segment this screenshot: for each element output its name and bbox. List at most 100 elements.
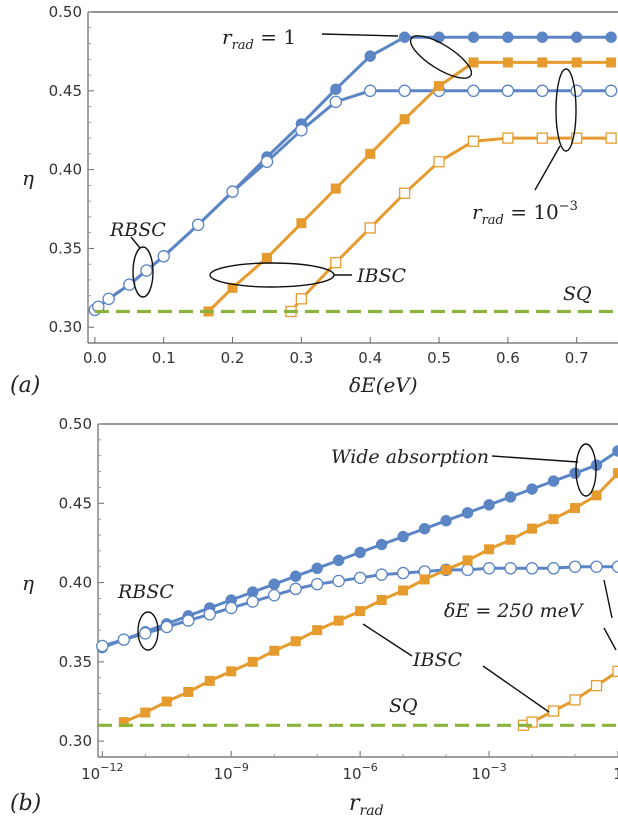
- data-point-ibsc_r1: [297, 219, 306, 228]
- x-tick-label: 0.6: [496, 349, 520, 367]
- data-point-ibsc_r1: [366, 149, 375, 158]
- data-point-rbsc_250: [183, 615, 194, 626]
- data-point-ibsc_wide: [485, 545, 494, 554]
- xlabel-a: δE(eV): [349, 373, 418, 397]
- data-point-rbsc_250: [483, 563, 494, 574]
- leader-de-1: [604, 580, 612, 618]
- data-point-rbsc_wide: [333, 555, 343, 565]
- data-point-rbsc_250: [612, 561, 618, 572]
- x-tick-label: 0.7: [565, 349, 589, 367]
- ylabel-a: η: [22, 166, 34, 190]
- x-tick-label: 0.4: [358, 349, 382, 367]
- annotation-sq-b: SQ: [389, 695, 418, 717]
- data-point-ibsc_r1: [572, 58, 581, 67]
- data-point-rbsc_250: [548, 563, 559, 574]
- x-tick-label: 10−3: [471, 761, 506, 783]
- data-point-ibsc_r3: [365, 223, 375, 233]
- data-point-rbsc_250: [161, 621, 172, 632]
- annotation-r1: rrad = 1: [222, 25, 296, 53]
- data-point-ibsc_r1: [607, 58, 616, 67]
- data-point-ibsc_r3: [434, 157, 444, 167]
- xlabel-b-sub: rad: [360, 803, 384, 819]
- x-tick-label: 0.3: [289, 349, 313, 367]
- r3-sub: rad: [482, 213, 504, 228]
- data-point-ibsc_250: [613, 666, 618, 676]
- data-point-rbsc_250: [312, 579, 323, 590]
- data-point-rbsc_r3: [227, 186, 238, 197]
- leader-ibsc-b-1: [363, 624, 412, 656]
- data-point-ibsc_wide: [313, 626, 322, 635]
- data-point-ibsc_wide: [356, 607, 365, 616]
- data-point-rbsc_r3: [365, 85, 376, 96]
- data-point-ibsc_r3: [537, 133, 547, 143]
- panel-a-series: [89, 32, 618, 316]
- data-point-rbsc_wide: [269, 579, 279, 589]
- x-tick-label: 10−6: [342, 761, 377, 783]
- data-point-ibsc_r3: [503, 133, 513, 143]
- data-point-rbsc_250: [269, 590, 280, 601]
- x-tick-label: 0.0: [83, 349, 107, 367]
- y-tick-label: 0.35: [49, 239, 82, 257]
- data-point-rbsc_r1: [365, 51, 375, 61]
- data-point-ibsc_r1: [400, 115, 409, 124]
- data-point-ibsc_wide: [614, 469, 618, 478]
- xlabel-b: rrad: [349, 791, 384, 819]
- data-point-rbsc_250: [204, 609, 215, 620]
- data-point-rbsc_wide: [355, 547, 365, 557]
- data-point-ibsc_r3: [296, 294, 306, 304]
- data-point-ibsc_wide: [141, 708, 150, 717]
- y-tick-label: 0.45: [59, 494, 92, 512]
- data-point-rbsc_r1: [503, 32, 513, 42]
- data-point-ibsc_wide: [334, 616, 343, 625]
- data-point-ibsc_250: [592, 681, 602, 691]
- annotation-ibsc-a: IBSC: [356, 265, 406, 287]
- data-point-rbsc_250: [140, 628, 151, 639]
- data-point-rbsc_250: [247, 596, 258, 607]
- leader-ibsc-b-2: [483, 666, 549, 712]
- data-point-rbsc_wide: [312, 563, 322, 573]
- data-point-rbsc_250: [526, 563, 537, 574]
- data-point-rbsc_r1: [331, 84, 341, 94]
- data-point-ibsc_r3: [331, 258, 341, 268]
- data-point-ibsc_wide: [399, 586, 408, 595]
- data-point-ibsc_r1: [262, 253, 271, 262]
- x-tick-label: 0.5: [427, 349, 451, 367]
- panel-label-a: (a): [10, 373, 40, 398]
- annotation-rbsc-b: RBSC: [117, 581, 174, 603]
- data-point-rbsc_250: [97, 640, 108, 651]
- data-point-rbsc_250: [355, 572, 366, 583]
- data-point-rbsc_r3: [468, 85, 479, 96]
- annotation-wide: Wide absorption: [331, 446, 489, 468]
- data-point-ibsc_250: [549, 706, 559, 716]
- data-point-rbsc_250: [376, 569, 387, 580]
- data-point-ibsc_wide: [162, 697, 171, 706]
- y-tick-label: 0.45: [49, 82, 82, 100]
- data-point-ibsc_wide: [227, 667, 236, 676]
- x-tick-label: 1: [613, 765, 618, 783]
- data-point-rbsc_wide: [570, 468, 580, 478]
- data-point-ibsc_wide: [248, 657, 257, 666]
- data-point-rbsc_wide: [376, 539, 386, 549]
- data-point-rbsc_r3: [571, 85, 582, 96]
- data-point-rbsc_r3: [158, 251, 169, 262]
- panel-b-series: [97, 446, 618, 731]
- data-point-rbsc_250: [569, 561, 580, 572]
- data-point-rbsc_wide: [505, 492, 515, 502]
- series-line-ibsc_wide: [124, 473, 618, 722]
- r1-eq: = 1: [254, 25, 296, 49]
- data-point-ibsc_wide: [270, 646, 279, 655]
- data-point-rbsc_r1: [572, 32, 582, 42]
- leader-r1: [322, 34, 398, 36]
- data-point-rbsc_wide: [462, 508, 472, 518]
- x-tick-label: 10−9: [214, 761, 249, 783]
- data-point-rbsc_r1: [537, 32, 547, 42]
- data-point-ibsc_wide: [506, 535, 515, 544]
- data-point-rbsc_250: [505, 563, 516, 574]
- data-point-rbsc_250: [591, 561, 602, 572]
- annotation-r3: rrad = 10−3: [472, 199, 578, 228]
- data-point-rbsc_250: [290, 583, 301, 594]
- data-point-ibsc_wide: [205, 676, 214, 685]
